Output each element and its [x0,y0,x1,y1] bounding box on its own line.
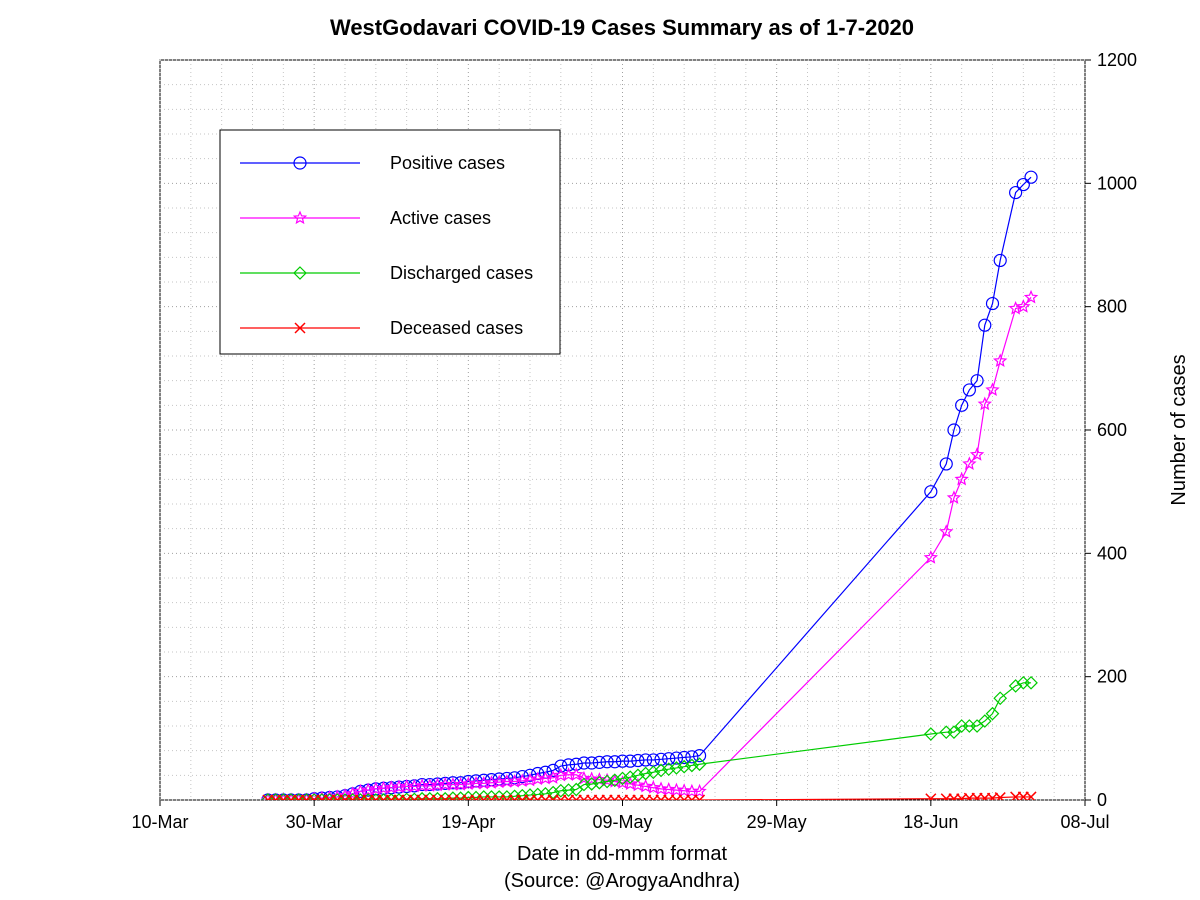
legend: Positive cases Active cases Discharged cas… [220,130,560,354]
chart-title: WestGodavari COVID-19 Cases Summary as o… [330,15,914,40]
x-tick-label: 30-Mar [286,812,343,832]
source-text: (Source: @ArogyaAndhra) [504,870,740,892]
x-tick-label: 09-May [592,812,652,832]
y-tick-label: 400 [1097,543,1127,563]
legend-label: Discharged cases [390,263,533,283]
x-tick-label: 19-Apr [441,812,495,832]
y-axis: 0 200 400 600 800 1000 1200 [1085,50,1137,810]
y-tick-label: 200 [1097,667,1127,687]
y-tick-label: 1000 [1097,173,1137,193]
x-axis-label: Date in dd-mmm format [517,843,727,865]
x-tick-label: 10-Mar [131,812,188,832]
x-tick-label: 08-Jul [1060,812,1109,832]
y-axis-label: Number of cases [1168,354,1190,505]
chart-root: WestGodavari COVID-19 Cases Summary as o… [0,0,1200,900]
legend-label: Active cases [390,208,491,228]
x-axis: 10-Mar 30-Mar 19-Apr 09-May 29-May 18-Jun 08-J… [131,800,1109,832]
x-tick-label: 18-Jun [903,812,958,832]
legend-label: Positive cases [390,153,505,173]
y-tick-label: 800 [1097,297,1127,317]
chart-svg: WestGodavari COVID-19 Cases Summary as o… [0,0,1200,900]
x-tick-label: 29-May [747,812,807,832]
y-tick-label: 1200 [1097,50,1137,70]
y-tick-label: 600 [1097,420,1127,440]
y-tick-label: 0 [1097,790,1107,810]
legend-label: Deceased cases [390,318,523,338]
